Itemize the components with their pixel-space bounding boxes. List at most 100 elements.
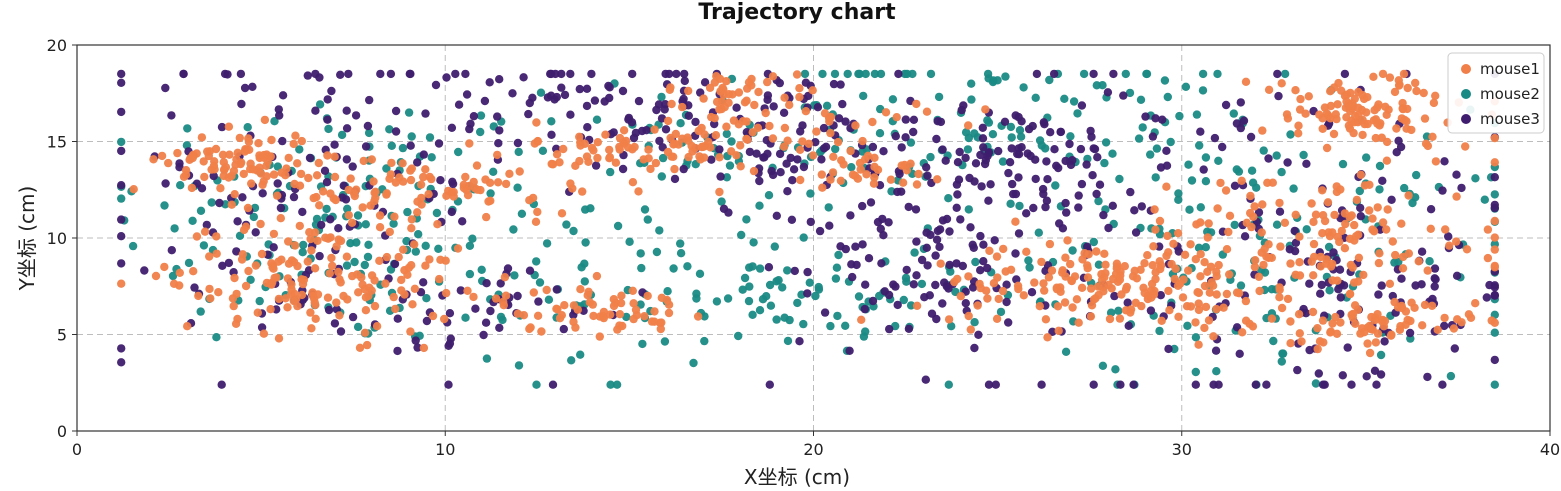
point-mouse3 xyxy=(670,174,680,184)
point-mouse1 xyxy=(1330,210,1339,220)
point-mouse1 xyxy=(1342,97,1351,106)
point-mouse3 xyxy=(1062,208,1071,217)
point-mouse1 xyxy=(1191,318,1200,327)
point-mouse2 xyxy=(748,310,757,319)
point-mouse1 xyxy=(1328,276,1337,285)
point-mouse1 xyxy=(295,181,305,190)
point-mouse3 xyxy=(811,138,820,147)
point-mouse2 xyxy=(964,205,973,214)
point-mouse1 xyxy=(465,139,474,148)
point-mouse2 xyxy=(168,271,178,281)
point-mouse1 xyxy=(295,221,304,231)
point-mouse1 xyxy=(699,153,709,162)
point-mouse3 xyxy=(525,266,535,275)
point-mouse2 xyxy=(403,207,412,217)
point-mouse1 xyxy=(533,311,543,320)
point-mouse3 xyxy=(1011,249,1020,258)
point-mouse1 xyxy=(1382,225,1391,234)
point-mouse1 xyxy=(1297,337,1306,346)
point-mouse1 xyxy=(640,312,649,321)
point-mouse3 xyxy=(1347,380,1356,389)
point-mouse1 xyxy=(1354,87,1363,97)
point-mouse2 xyxy=(1106,308,1116,317)
point-mouse1 xyxy=(175,268,184,277)
y-tick-label: 15 xyxy=(47,133,67,152)
point-mouse3 xyxy=(1103,88,1113,97)
point-mouse1 xyxy=(593,153,602,163)
point-mouse1 xyxy=(1294,121,1303,130)
point-mouse1 xyxy=(707,112,716,122)
point-mouse1 xyxy=(472,161,482,170)
point-mouse2 xyxy=(755,264,765,273)
point-mouse1 xyxy=(785,100,794,110)
point-mouse3 xyxy=(1457,183,1466,193)
point-mouse1 xyxy=(1373,329,1383,338)
point-mouse1 xyxy=(743,84,752,93)
point-mouse2 xyxy=(963,145,973,154)
point-mouse3 xyxy=(652,105,661,115)
point-mouse3 xyxy=(140,266,149,275)
point-mouse2 xyxy=(421,241,430,250)
point-mouse1 xyxy=(1423,141,1433,151)
point-mouse3 xyxy=(1089,69,1098,79)
point-mouse1 xyxy=(964,311,973,321)
point-mouse2 xyxy=(683,262,692,271)
point-mouse2 xyxy=(1006,122,1016,132)
point-mouse3 xyxy=(525,98,534,108)
point-mouse1 xyxy=(1137,301,1146,311)
point-mouse1 xyxy=(269,229,279,239)
point-mouse1 xyxy=(1363,93,1372,102)
point-mouse2 xyxy=(1114,306,1123,315)
point-mouse1 xyxy=(442,288,451,298)
point-mouse1 xyxy=(801,107,811,116)
point-mouse3 xyxy=(895,169,904,179)
point-mouse1 xyxy=(408,300,417,309)
point-mouse2 xyxy=(170,224,179,233)
point-mouse1 xyxy=(407,261,416,270)
point-mouse1 xyxy=(593,138,602,147)
point-mouse1 xyxy=(399,245,408,254)
point-mouse3 xyxy=(436,176,445,185)
point-mouse3 xyxy=(799,162,809,172)
point-mouse1 xyxy=(1006,265,1016,274)
point-mouse3 xyxy=(798,121,807,130)
point-mouse2 xyxy=(1166,137,1175,147)
point-mouse1 xyxy=(296,169,306,179)
point-mouse2 xyxy=(324,124,333,134)
point-mouse2 xyxy=(1111,365,1120,374)
point-mouse1 xyxy=(344,211,353,220)
point-mouse2 xyxy=(1100,158,1109,168)
point-mouse1 xyxy=(1184,266,1193,275)
point-mouse1 xyxy=(870,173,879,182)
point-mouse1 xyxy=(749,166,759,176)
point-mouse1 xyxy=(1058,268,1067,277)
point-mouse1 xyxy=(397,275,406,285)
point-mouse1 xyxy=(1105,314,1115,324)
point-mouse2 xyxy=(998,157,1008,166)
point-mouse1 xyxy=(1348,263,1357,272)
point-mouse1 xyxy=(651,158,661,168)
point-mouse2 xyxy=(1411,193,1420,202)
point-mouse3 xyxy=(1158,115,1167,124)
point-mouse2 xyxy=(117,137,126,147)
point-mouse2 xyxy=(1185,205,1194,214)
point-mouse1 xyxy=(1490,318,1500,327)
point-mouse1 xyxy=(1248,322,1258,331)
point-mouse1 xyxy=(1328,319,1337,328)
point-mouse1 xyxy=(1040,286,1049,295)
point-mouse2 xyxy=(1098,361,1108,370)
point-mouse2 xyxy=(1073,109,1082,118)
point-mouse3 xyxy=(1336,293,1346,302)
point-mouse3 xyxy=(458,217,467,226)
point-mouse1 xyxy=(1404,249,1414,258)
point-mouse3 xyxy=(391,106,401,116)
point-mouse1 xyxy=(293,159,302,168)
point-mouse1 xyxy=(1427,301,1437,310)
point-mouse1 xyxy=(792,70,802,79)
point-mouse3 xyxy=(990,236,999,245)
point-mouse1 xyxy=(1264,253,1273,262)
x-tick-label: 10 xyxy=(435,440,455,459)
point-mouse2 xyxy=(875,129,885,138)
point-mouse1 xyxy=(205,252,214,261)
point-mouse1 xyxy=(194,291,203,301)
